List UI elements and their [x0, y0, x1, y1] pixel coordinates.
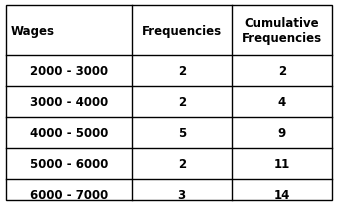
Text: 2: 2	[178, 157, 186, 170]
Text: Wages: Wages	[11, 24, 55, 37]
Text: 2: 2	[278, 65, 286, 78]
Text: Frequencies: Frequencies	[142, 24, 222, 37]
Text: 14: 14	[274, 188, 290, 201]
Text: 3000 - 4000: 3000 - 4000	[30, 96, 108, 109]
Text: 2: 2	[178, 65, 186, 78]
Text: 4000 - 5000: 4000 - 5000	[29, 126, 108, 139]
Text: 11: 11	[274, 157, 290, 170]
Text: 4: 4	[278, 96, 286, 109]
Text: 3: 3	[178, 188, 186, 201]
Text: 5: 5	[177, 126, 186, 139]
Text: 9: 9	[278, 126, 286, 139]
Text: 6000 - 7000: 6000 - 7000	[30, 188, 108, 201]
Text: 2: 2	[178, 96, 186, 109]
Text: 5000 - 6000: 5000 - 6000	[29, 157, 108, 170]
Text: 2000 - 3000: 2000 - 3000	[30, 65, 108, 78]
Text: Cumulative
Frequencies: Cumulative Frequencies	[242, 17, 322, 45]
